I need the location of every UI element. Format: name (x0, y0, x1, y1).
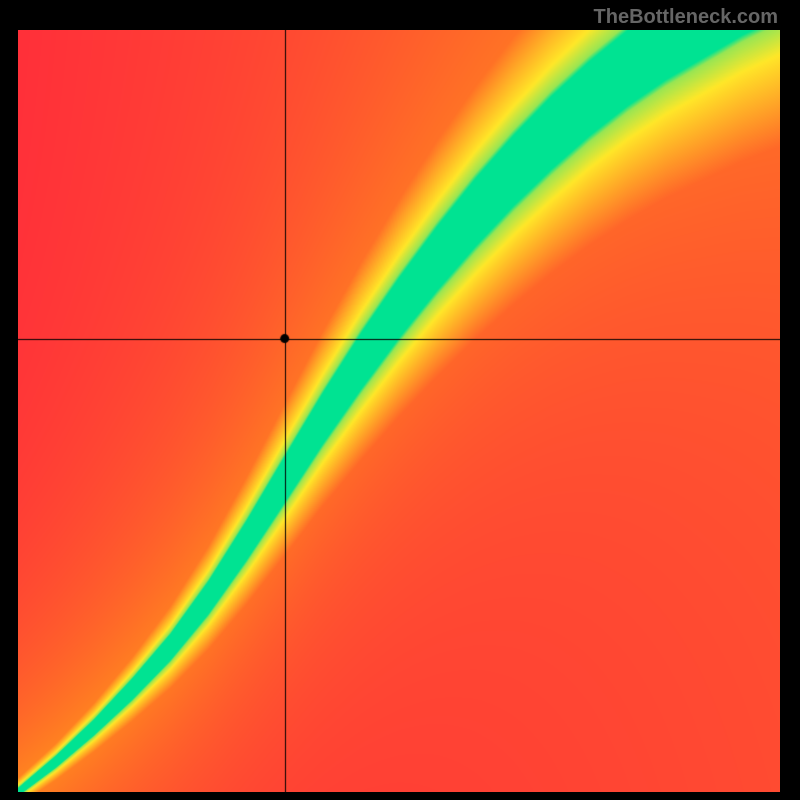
bottleneck-heatmap-canvas (18, 30, 780, 792)
watermark-text: TheBottleneck.com (594, 6, 778, 29)
chart-container (18, 30, 780, 792)
